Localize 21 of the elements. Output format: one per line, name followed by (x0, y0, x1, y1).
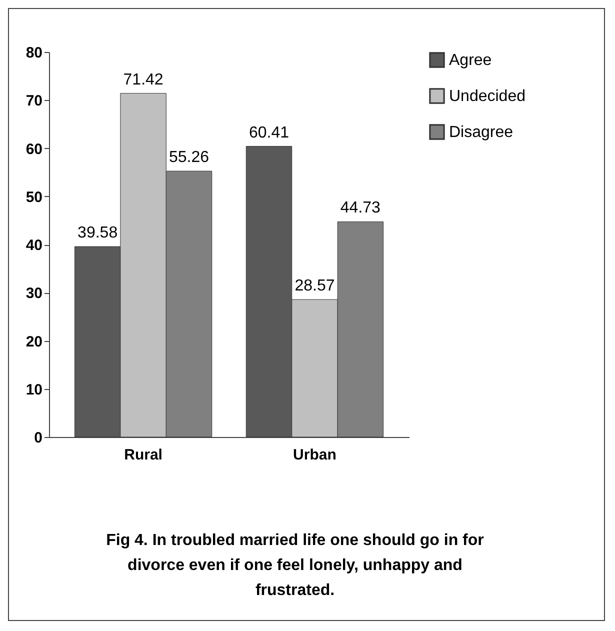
caption: Fig 4. In troubled married life one should go in for divorce even if one feel lonely, unhappy and frustrated. (105, 531, 485, 601)
y-tick-label: 20 (26, 333, 42, 350)
data-label: 44.73 (340, 200, 381, 217)
data-label: 71.42 (123, 71, 164, 88)
y-tick-label: 40 (26, 237, 42, 254)
legend-label: Agree (449, 52, 492, 69)
y-tick-label: 0 (34, 430, 42, 446)
y-tick-label: 50 (26, 188, 42, 206)
y-tick-label: 30 (26, 285, 42, 302)
legend-label: Undecided (449, 88, 526, 105)
y-tick-label: 60 (26, 140, 42, 158)
y-tick-label: 10 (26, 381, 42, 398)
data-label: 55.26 (168, 149, 210, 166)
data-label: 39.58 (78, 224, 118, 242)
y-tick-label: 80 (26, 44, 42, 62)
x-tick-label: Urban (293, 446, 336, 464)
legend-label: Disagree (449, 124, 514, 141)
y-tick-label: 70 (26, 92, 42, 110)
data-label: 28.57 (294, 278, 335, 295)
x-tick-label: Rural (124, 446, 162, 464)
data-label: 60.41 (248, 124, 290, 142)
